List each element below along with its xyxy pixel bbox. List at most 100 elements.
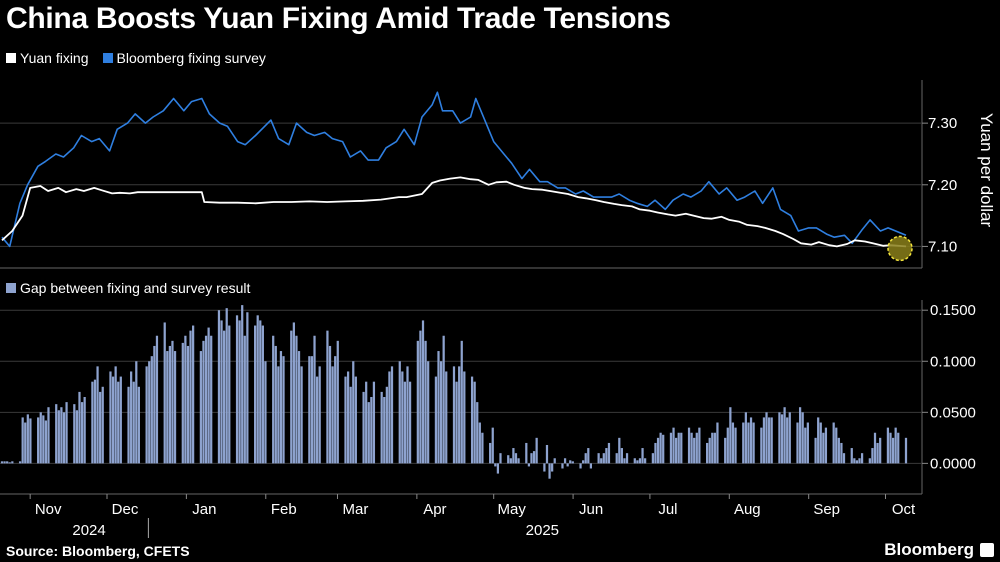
gap-bar — [8, 462, 11, 464]
gap-bar — [328, 345, 332, 464]
gap-bar — [29, 418, 32, 464]
gap-bar — [675, 437, 678, 464]
y-axis-title: Yuan per dollar — [977, 113, 996, 228]
gap-bar — [641, 448, 644, 464]
gap-bar — [708, 437, 711, 464]
gap-bar — [246, 312, 249, 464]
latest-value-highlight — [887, 235, 913, 262]
gap-bar — [362, 391, 365, 464]
gap-bar — [39, 412, 42, 464]
gap-bar — [225, 308, 228, 464]
gap-bar — [783, 407, 786, 464]
gap-bar — [669, 432, 673, 464]
gap-bar — [726, 427, 729, 464]
gap-bar — [695, 432, 698, 464]
gap-bar — [662, 434, 665, 464]
line-chart-legend: Yuan fixing Bloomberg fixing survey — [6, 50, 266, 66]
gap-bar — [119, 376, 122, 464]
gap-bar — [494, 463, 497, 467]
gap-bar — [416, 340, 419, 464]
bar-chart-panel: 0.0000 0.0500 0.1000 0.1500 — [0, 300, 976, 495]
gap-bar — [346, 371, 350, 464]
gap-bar — [706, 442, 709, 464]
gap-bar — [891, 437, 895, 464]
gap-bar — [742, 422, 745, 464]
gap-bar — [383, 397, 386, 464]
gap-bar — [279, 351, 283, 464]
x-tick-label: Dec — [112, 501, 139, 518]
gap-bar — [173, 351, 177, 464]
gap-bar — [476, 402, 479, 464]
gap-bar — [137, 386, 140, 464]
gap-bar — [254, 325, 257, 464]
gap-bar — [57, 410, 60, 464]
gap-bar — [897, 432, 900, 464]
gap-bar — [403, 381, 407, 464]
gap-bar — [458, 366, 461, 464]
gap-bar — [238, 320, 241, 464]
gap-bar — [282, 356, 285, 464]
gap-bar — [680, 432, 683, 464]
gap-bar — [150, 356, 153, 464]
gap-bar — [765, 412, 768, 464]
gap-bar — [117, 381, 120, 464]
y-tick-label-bottom: 0.0500 — [930, 404, 976, 421]
gap-bar — [352, 361, 355, 464]
gap-bar — [514, 453, 518, 464]
gap-bar — [548, 463, 551, 479]
gap-bar — [91, 381, 94, 464]
gap-bar — [80, 402, 84, 464]
gap-bar — [300, 366, 303, 464]
gap-bar — [145, 366, 148, 464]
gap-bar — [651, 453, 654, 464]
gap-bar — [326, 330, 329, 464]
gap-bar — [532, 451, 536, 464]
gap-bar — [310, 356, 314, 464]
gap-bar — [78, 391, 81, 464]
gap-bar — [295, 335, 298, 464]
gap-bar — [853, 458, 856, 464]
gap-bar — [439, 361, 443, 464]
gap-bar — [192, 325, 195, 464]
x-tick-label: Jun — [579, 501, 603, 518]
gap-bar — [804, 427, 807, 464]
gap-bar — [259, 320, 262, 464]
gap-bar — [798, 407, 802, 464]
x-tick-label: Mar — [343, 501, 369, 518]
gap-bar — [313, 335, 316, 464]
gap-bar — [65, 402, 68, 464]
gap-bar — [318, 366, 321, 464]
gap-bar — [344, 376, 347, 464]
gap-bar — [749, 417, 753, 464]
gap-bar — [886, 427, 890, 464]
gap-bar — [380, 391, 383, 464]
legend-label-gap: Gap between fixing and survey result — [20, 280, 251, 296]
gap-bar — [566, 463, 569, 467]
gap-bar — [677, 432, 680, 464]
x-tick-label: Apr — [423, 501, 446, 518]
gap-bar — [894, 427, 897, 464]
legend-item-fixing: Yuan fixing — [6, 50, 89, 66]
gap-bar — [551, 463, 554, 472]
gap-bar — [597, 453, 600, 464]
x-tick-label: Jan — [192, 501, 216, 518]
x-tick-label: May — [498, 501, 527, 518]
gap-bar — [569, 460, 572, 464]
gap-bar — [336, 340, 339, 464]
gap-bar — [563, 458, 567, 464]
gap-bar — [481, 432, 484, 464]
gap-bar — [817, 417, 820, 464]
gap-bar — [199, 351, 202, 464]
gap-bar — [408, 381, 412, 464]
gap-bar — [62, 412, 66, 464]
gap-bar — [331, 366, 334, 464]
gap-bar — [713, 432, 716, 464]
gap-bar — [127, 386, 130, 464]
gap-bar — [83, 397, 86, 464]
gap-bar — [463, 371, 466, 464]
gap-bar — [620, 448, 623, 464]
x-tick-label: Sep — [813, 501, 840, 518]
gap-bar — [615, 453, 618, 464]
gap-bar — [654, 442, 657, 464]
gap-bar — [243, 335, 246, 464]
